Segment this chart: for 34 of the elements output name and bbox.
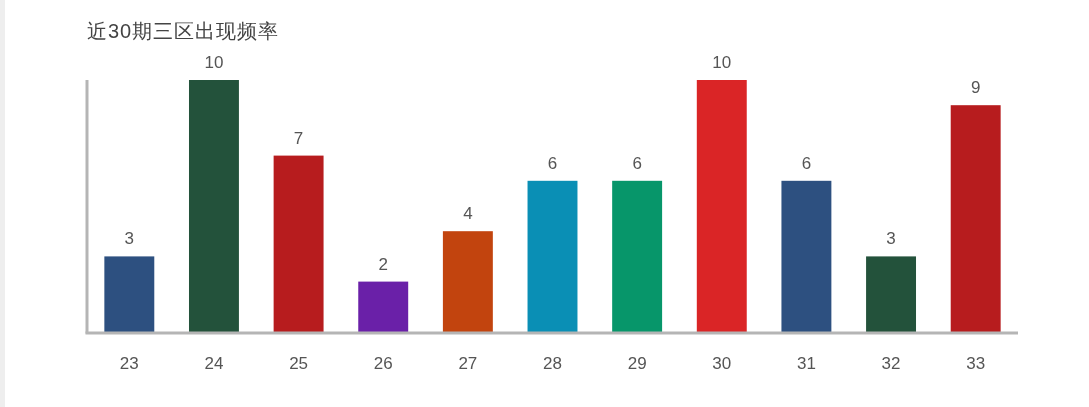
- data-label: 3: [886, 229, 896, 249]
- bar: [696, 80, 747, 332]
- bar: [104, 256, 155, 332]
- bar: [442, 231, 493, 332]
- bar: [273, 155, 324, 332]
- data-label: 3: [124, 229, 135, 249]
- data-label: 6: [547, 153, 558, 173]
- x-tick-label: 25: [289, 354, 309, 373]
- x-tick-label: 28: [543, 354, 562, 373]
- bar: [527, 180, 578, 332]
- bar: [188, 80, 239, 332]
- data-label: 4: [463, 204, 473, 224]
- x-tick-label: 32: [881, 354, 901, 373]
- data-label: 6: [632, 153, 642, 173]
- x-tick-label: 31: [796, 354, 816, 373]
- x-tick-label: 29: [627, 354, 647, 373]
- x-tick-label: 23: [119, 354, 139, 373]
- x-tick-label: 30: [712, 354, 732, 373]
- data-label: 10: [712, 53, 732, 72]
- x-tick-label: 24: [204, 354, 224, 373]
- bar: [866, 256, 917, 332]
- data-label: 7: [293, 128, 304, 148]
- data-label: 2: [378, 254, 388, 274]
- data-label: 9: [970, 78, 981, 98]
- data-label: 10: [204, 53, 224, 72]
- data-label: 6: [801, 153, 812, 173]
- x-tick-label: 33: [966, 354, 986, 373]
- x-tick-label: 26: [373, 354, 393, 373]
- bar: [358, 281, 409, 332]
- x-tick-label: 27: [458, 354, 478, 373]
- bar: [781, 180, 832, 332]
- chart-title: 近30期三区出现频率: [87, 20, 280, 42]
- bar: [612, 180, 663, 332]
- bar: [950, 105, 1001, 332]
